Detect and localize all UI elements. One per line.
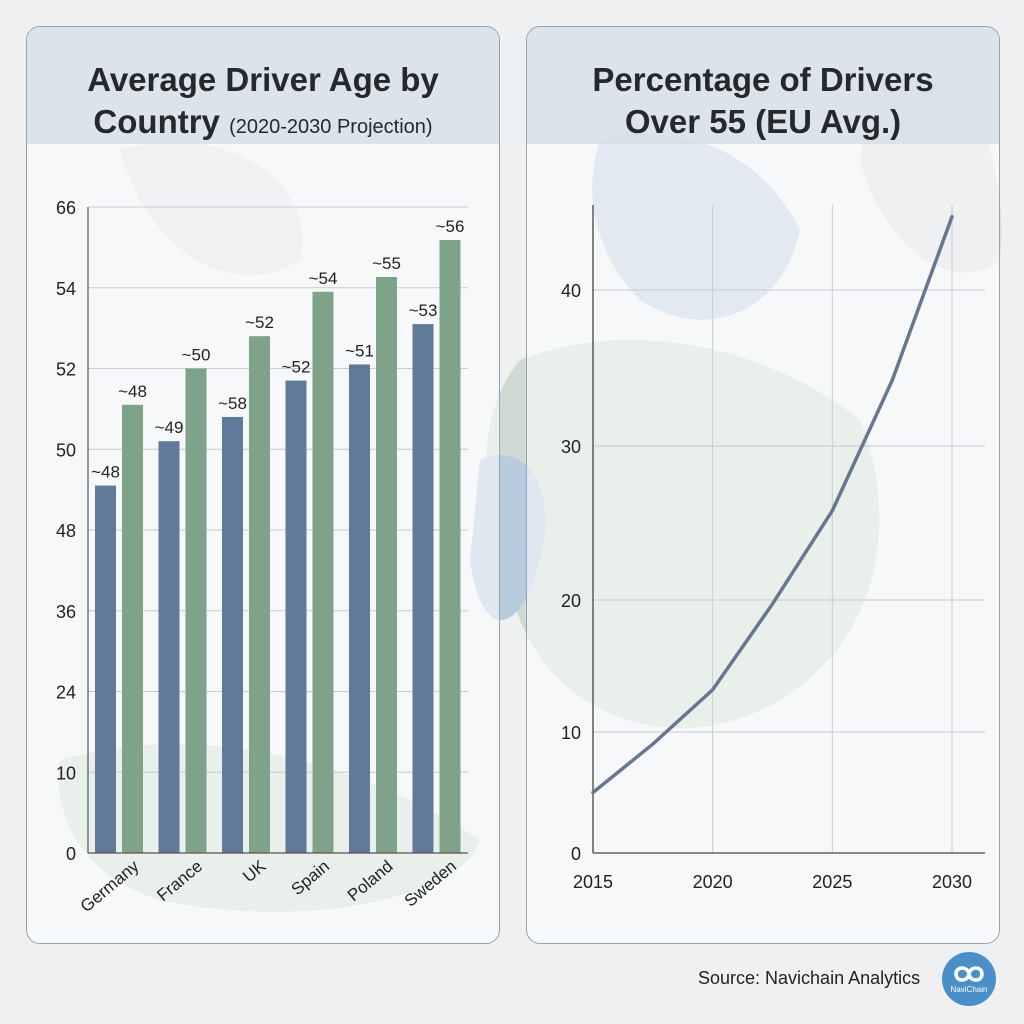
bar-sweden-0 <box>412 324 434 853</box>
bar-data-label: ~53 <box>409 301 438 320</box>
bar-poland-1 <box>376 276 397 853</box>
bar-data-label: ~48 <box>118 382 147 401</box>
line-y-tick-label: 10 <box>561 723 581 743</box>
bar-y-tick-label: 36 <box>56 602 76 622</box>
svg-text:NaviChain: NaviChain <box>951 985 988 994</box>
bar-uk-0 <box>222 416 243 853</box>
line-series <box>591 214 954 795</box>
bar-y-tick-label: 10 <box>56 763 76 783</box>
navichain-logo: NaviChain <box>942 952 996 1006</box>
bar-data-label: ~52 <box>245 313 274 332</box>
bar-y-tick-label: 0 <box>66 844 76 864</box>
bar-france-1 <box>185 368 207 853</box>
bar-x-tick-label: Poland <box>344 857 397 906</box>
bar-data-label: ~49 <box>155 418 184 437</box>
bar-france-0 <box>158 441 180 853</box>
bar-y-tick-label: 66 <box>56 198 76 218</box>
bar-chart-title: Average Driver Age by Country (2020-2030… <box>27 59 499 148</box>
bar-data-label: ~51 <box>345 341 374 360</box>
bar-chart-header: Average Driver Age by Country (2020-2030… <box>27 27 499 144</box>
bar-data-label: ~58 <box>218 394 247 413</box>
bar-y-tick-label: 24 <box>56 683 76 703</box>
line-y-tick-label: 40 <box>561 281 581 301</box>
line-x-tick-label: 2030 <box>932 872 972 892</box>
bar-data-label: ~50 <box>182 346 211 365</box>
bar-chart-subtitle: (2020-2030 Projection) <box>229 116 433 138</box>
source-text: Source: Navichain Analytics <box>698 968 921 988</box>
bar-poland-0 <box>349 364 370 853</box>
bar-x-tick-label: Spain <box>288 857 334 900</box>
line-chart-header: Percentage of Drivers Over 55 (EU Avg.) <box>527 27 999 144</box>
line-x-tick-label: 2020 <box>693 872 733 892</box>
bar-spain-0 <box>285 380 307 853</box>
bar-spain-1 <box>312 291 334 854</box>
line-x-tick-label: 2025 <box>812 872 852 892</box>
line-y-tick-label: 30 <box>561 437 581 457</box>
line-y-tick-label: 20 <box>561 591 581 611</box>
bar-germany-1 <box>122 404 143 853</box>
bar-x-tick-label: UK <box>239 856 270 886</box>
bar-chart-title-text: Average Driver Age by Country <box>87 61 439 140</box>
bar-data-label: ~54 <box>309 269 338 288</box>
bar-uk-1 <box>249 336 270 853</box>
bar-y-tick-label: 48 <box>56 521 76 541</box>
bar-data-label: ~56 <box>436 217 465 236</box>
line-y-tick-label: 0 <box>571 844 581 864</box>
bar-x-tick-label: France <box>153 857 206 906</box>
line-chart-title: Percentage of Drivers Over 55 (EU Avg.) <box>592 61 934 140</box>
line-chart-panel: Percentage of Drivers Over 55 (EU Avg.) <box>526 26 1000 944</box>
bar-data-label: ~55 <box>372 254 401 273</box>
bar-germany-0 <box>95 485 116 853</box>
bar-y-tick-label: 54 <box>56 279 76 299</box>
infinity-logo-icon: NaviChain <box>951 966 988 994</box>
bar-data-label: ~48 <box>91 463 120 482</box>
bar-y-tick-label: 52 <box>56 360 76 380</box>
bar-y-tick-label: 50 <box>56 440 76 460</box>
bar-sweden-1 <box>439 239 461 854</box>
bar-data-label: ~52 <box>282 358 311 377</box>
line-x-tick-label: 2015 <box>573 872 613 892</box>
bar-x-tick-label: Germany <box>77 856 143 916</box>
bar-x-tick-label: Sweden <box>401 857 460 911</box>
